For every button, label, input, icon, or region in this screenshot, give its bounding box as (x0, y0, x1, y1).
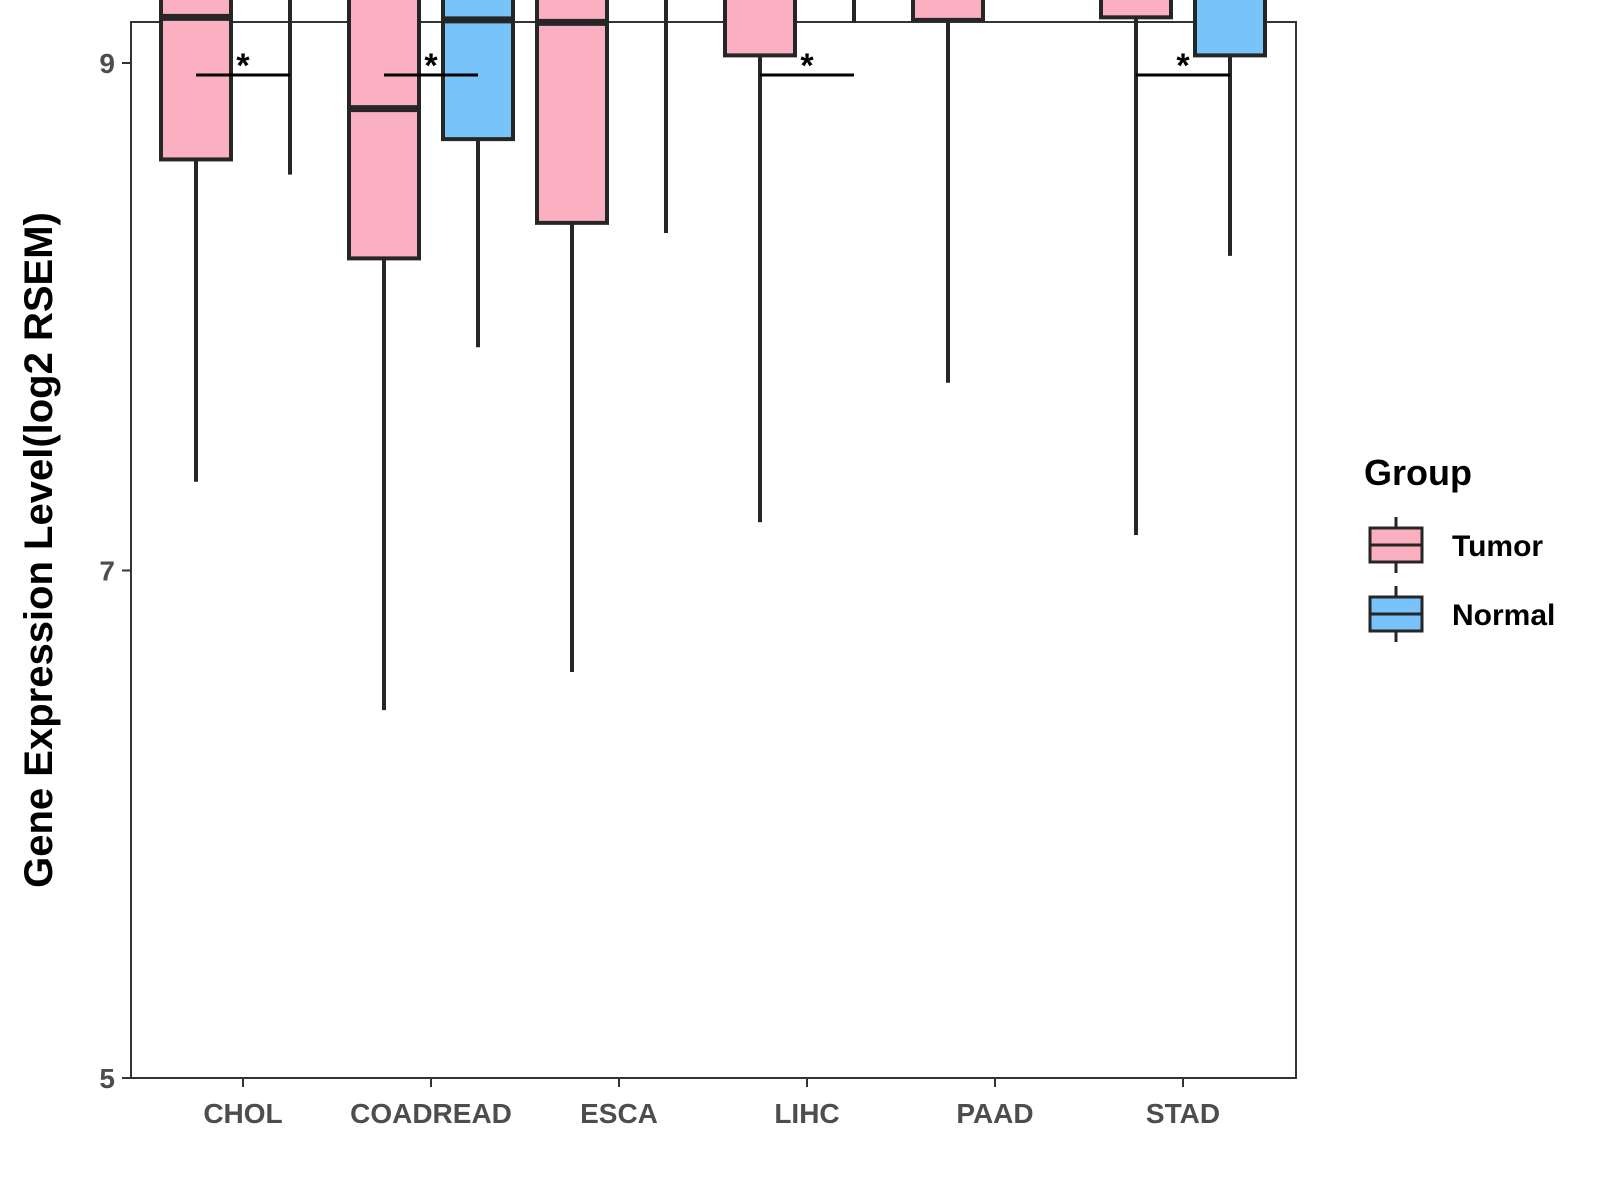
panel-border (130, 21, 1297, 1079)
box-tumor-chol (159, 0, 233, 162)
box-tumor-stad (1099, 0, 1173, 20)
significance-label-stad: * (1176, 47, 1190, 85)
x-tick-label-coadread: COADREAD (350, 1098, 512, 1129)
x-tick-label-esca: ESCA (580, 1098, 658, 1129)
y-tick-label: 5 (99, 1063, 115, 1094)
legend-label-tumor: Tumor (1452, 530, 1543, 563)
x-tick-label-stad: STAD (1146, 1098, 1220, 1129)
x-tick-label-chol: CHOL (203, 1098, 282, 1129)
legend-label-normal: Normal (1452, 599, 1555, 632)
box-tumor-esca (535, 0, 609, 225)
significance-label-coadread: * (424, 47, 438, 85)
y-tick-label: 9 (99, 48, 115, 79)
box-tumor-paad (911, 0, 985, 22)
box-tumor-coadread (347, 0, 421, 261)
y-axis-title: Gene Expression Level(log2 RSEM) (17, 212, 61, 888)
y-tick-label: 7 (99, 556, 115, 587)
significance-label-chol: * (236, 47, 250, 85)
chart-marks: * * * * (159, 0, 1267, 711)
axes: 5791113CHOLCOADREADESCALIHCPAADSTAD (99, 48, 1220, 1129)
box-tumor-lihc (723, 0, 797, 58)
legend: Group Tumor Normal (1364, 452, 1555, 642)
x-tick-label-lihc: LIHC (774, 1098, 839, 1129)
x-tick-label-paad: PAAD (956, 1098, 1033, 1129)
box-normal-stad (1193, 0, 1267, 58)
significance-label-lihc: * (800, 47, 814, 85)
legend-title: Group (1364, 452, 1472, 493)
